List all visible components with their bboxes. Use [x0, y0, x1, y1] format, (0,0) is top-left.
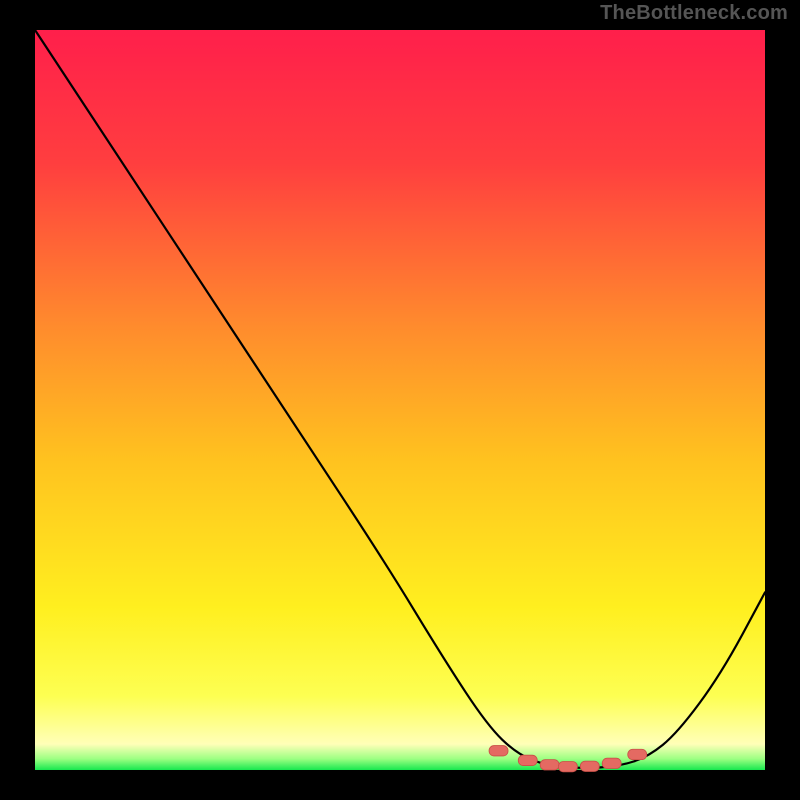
optimal-marker — [518, 755, 537, 765]
bottleneck-curve-chart — [0, 0, 800, 800]
optimal-marker — [540, 760, 559, 770]
chart-stage: TheBottleneck.com — [0, 0, 800, 800]
optimal-marker — [580, 761, 599, 771]
optimal-marker — [489, 746, 508, 756]
optimal-marker — [558, 761, 577, 771]
optimal-marker — [628, 749, 647, 759]
optimal-marker — [602, 758, 621, 768]
gradient-background — [35, 30, 765, 770]
